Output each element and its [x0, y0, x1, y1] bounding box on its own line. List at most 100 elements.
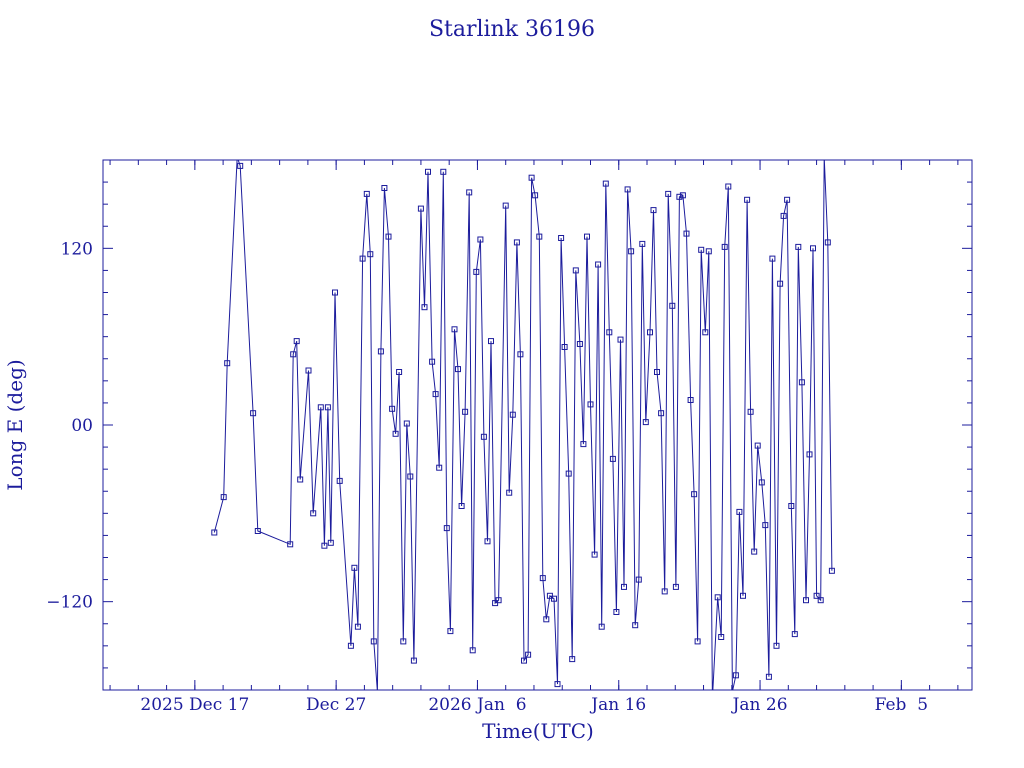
y-axis: −120 00 120	[46, 181, 972, 669]
x-tick-label: Feb 5	[875, 695, 928, 715]
data-point	[451, 326, 458, 333]
data-point	[795, 243, 802, 250]
data-point	[679, 192, 686, 199]
data-point	[297, 476, 304, 483]
data-point	[595, 261, 602, 268]
data-point	[591, 551, 598, 558]
data-point	[554, 681, 561, 688]
data-point	[747, 408, 754, 415]
series-line	[213, 160, 833, 690]
data-point	[513, 239, 520, 246]
x-axis: 2025 Dec 17 Dec 27 2026 Jan 6 Jan 16 Jan 26 F…	[109, 160, 959, 715]
data-point	[469, 647, 476, 654]
data-point	[598, 623, 605, 630]
data-point	[702, 329, 709, 336]
data-point	[250, 410, 257, 417]
chart-title: Starlink 36196	[429, 17, 595, 42]
data-point	[237, 162, 244, 169]
data-point	[740, 592, 746, 599]
data-point	[351, 564, 358, 571]
data-point	[587, 401, 594, 408]
data-point	[287, 541, 294, 548]
data-point	[211, 529, 218, 536]
y-tick-label: −120	[46, 593, 93, 613]
data-point	[370, 638, 377, 645]
data-point	[617, 336, 624, 343]
data-point	[447, 628, 454, 635]
data-point	[824, 239, 831, 246]
data-point	[410, 657, 417, 664]
data-point	[606, 329, 613, 336]
data-point	[305, 367, 312, 374]
series-group	[213, 160, 833, 690]
data-point	[443, 525, 450, 532]
y-axis-label: Long E (deg)	[3, 359, 27, 490]
data-point	[400, 638, 407, 645]
data-point	[392, 430, 399, 437]
data-point	[642, 419, 649, 426]
data-point	[517, 351, 524, 358]
data-point	[705, 248, 712, 255]
data-point	[602, 180, 609, 187]
x-tick-label: 2026 Jan 6	[428, 695, 526, 715]
data-point	[377, 348, 384, 355]
data-point	[477, 236, 484, 243]
data-point	[495, 597, 502, 604]
x-tick-label: Jan 16	[589, 695, 646, 715]
data-point	[220, 494, 227, 501]
data-point	[321, 542, 328, 549]
data-point	[403, 420, 410, 427]
data-point	[466, 189, 473, 196]
data-point	[327, 539, 334, 546]
data-point	[565, 470, 572, 477]
data-point	[817, 597, 824, 604]
data-point	[828, 567, 835, 574]
data-point	[725, 183, 732, 190]
data-point	[561, 344, 568, 350]
data-point	[762, 522, 769, 529]
data-point	[658, 410, 665, 417]
data-point	[665, 190, 672, 197]
data-point	[525, 651, 532, 658]
data-point	[347, 642, 354, 649]
data-point	[290, 351, 297, 358]
data-point	[425, 168, 431, 175]
data-point	[528, 174, 535, 181]
data-point	[429, 358, 436, 365]
data-point	[635, 576, 642, 583]
data-point	[536, 233, 543, 240]
data-point	[806, 451, 813, 458]
data-point	[721, 243, 728, 250]
data-point	[621, 583, 627, 590]
y-tick-label: 120	[61, 239, 93, 259]
data-point	[385, 233, 392, 240]
data-point	[683, 230, 690, 237]
data-point	[687, 397, 694, 403]
data-point	[539, 575, 546, 582]
data-point	[751, 548, 758, 555]
data-point	[639, 240, 646, 247]
marker-group	[211, 162, 835, 688]
data-point	[765, 673, 772, 680]
data-point	[576, 341, 583, 347]
data-point	[480, 433, 487, 440]
data-point	[672, 583, 679, 590]
data-point	[736, 508, 743, 515]
x-tick-label: Jan 26	[731, 695, 788, 715]
data-point	[803, 597, 809, 604]
data-point	[455, 366, 461, 373]
data-point	[791, 631, 798, 638]
data-point	[676, 193, 683, 200]
data-point	[254, 528, 261, 534]
data-point	[532, 192, 539, 199]
data-point	[798, 379, 805, 386]
data-point	[317, 404, 324, 411]
data-point	[354, 623, 361, 630]
data-point	[810, 245, 816, 252]
data-point	[569, 656, 576, 663]
data-point	[367, 251, 374, 258]
data-point	[718, 634, 725, 640]
data-point	[462, 408, 469, 415]
y-tick-label: 00	[71, 416, 93, 436]
data-point	[363, 190, 370, 197]
